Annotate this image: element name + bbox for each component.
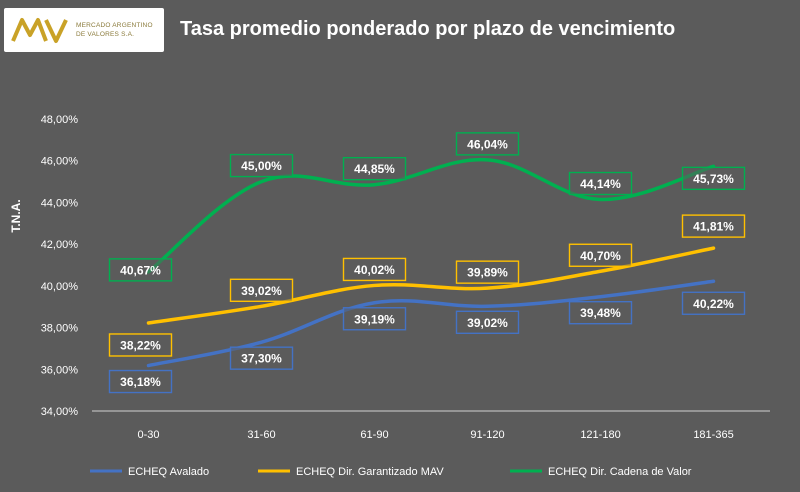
data-label-cadena: 46,04% bbox=[455, 132, 520, 156]
data-label-avalado: 37,30% bbox=[229, 346, 294, 370]
data-label-garantizado: 40,02% bbox=[342, 257, 407, 282]
y-tick-label: 48,00% bbox=[41, 114, 79, 126]
data-label-text: 45,73% bbox=[693, 172, 734, 186]
y-tick-label: 44,00% bbox=[41, 197, 79, 209]
data-label-text: 40,02% bbox=[354, 263, 395, 277]
data-label-box bbox=[455, 132, 520, 156]
data-label-cadena: 40,67% bbox=[108, 258, 173, 282]
data-label-box bbox=[455, 310, 520, 334]
data-label-text: 46,04% bbox=[467, 137, 508, 151]
data-label-cadena: 44,85% bbox=[342, 156, 407, 181]
data-label-cadena: 45,00% bbox=[229, 153, 294, 178]
data-label-avalado: 40,22% bbox=[681, 291, 746, 315]
y-tick-label: 36,00% bbox=[41, 364, 79, 376]
data-label-garantizado: 39,89% bbox=[455, 260, 520, 284]
y-tick-label: 34,00% bbox=[41, 406, 79, 418]
data-label-text: 44,14% bbox=[580, 177, 621, 191]
legend-label: ECHEQ Dir. Cadena de Valor bbox=[548, 466, 692, 478]
series-lines bbox=[146, 157, 716, 368]
series-line-cadena bbox=[146, 157, 716, 274]
data-label-text: 40,70% bbox=[580, 249, 621, 263]
data-label-box bbox=[342, 307, 407, 331]
legend: ECHEQ Avalado ECHEQ Dir. Garantizado MAV E… bbox=[90, 466, 692, 478]
legend-item-avalado: ECHEQ Avalado bbox=[90, 466, 209, 478]
legend-label: ECHEQ Avalado bbox=[128, 466, 209, 478]
data-label-text: 39,89% bbox=[467, 266, 508, 280]
data-label-box bbox=[229, 278, 294, 302]
page-title: Tasa promedio ponderado por plazo de ven… bbox=[180, 18, 676, 40]
data-label-box bbox=[681, 166, 746, 191]
mav-logo-icon bbox=[11, 18, 68, 43]
data-label-garantizado: 40,70% bbox=[568, 243, 633, 267]
data-label-box bbox=[455, 260, 520, 284]
y-axis: 34,00% 36,00% 38,00% 40,00% 42,00% 44,00% 46,0… bbox=[41, 114, 79, 418]
series-line-garantizado bbox=[146, 246, 716, 325]
data-label-text: 37,30% bbox=[241, 352, 282, 366]
logo-line1: MERCADO ARGENTINO bbox=[76, 22, 153, 29]
y-tick-label: 42,00% bbox=[41, 239, 79, 251]
data-label-box bbox=[342, 156, 407, 181]
data-label-box bbox=[108, 369, 173, 394]
data-label-text: 39,02% bbox=[241, 284, 282, 298]
data-label-box bbox=[108, 333, 173, 357]
x-tick-label: 0-30 bbox=[137, 429, 159, 441]
legend-label: ECHEQ Dir. Garantizado MAV bbox=[296, 466, 444, 478]
logo-text: MERCADO ARGENTINO DE VALORES S.A. bbox=[76, 21, 153, 39]
y-tick-label: 38,00% bbox=[41, 323, 79, 335]
data-labels: 36,18% 37,30% 39,19% 39,02% 39,48% 40,22% 38,2… bbox=[108, 132, 746, 394]
data-label-text: 41,81% bbox=[693, 220, 734, 234]
mav-logo: MERCADO ARGENTINO DE VALORES S.A. bbox=[4, 8, 164, 52]
data-label-garantizado: 38,22% bbox=[108, 333, 173, 357]
data-label-text: 40,22% bbox=[693, 297, 734, 311]
data-label-text: 44,85% bbox=[354, 162, 395, 176]
data-label-text: 39,02% bbox=[467, 316, 508, 330]
legend-item-cadena: ECHEQ Dir. Cadena de Valor bbox=[510, 466, 692, 478]
data-label-cadena: 45,73% bbox=[681, 166, 746, 191]
data-label-text: 36,18% bbox=[120, 375, 161, 389]
data-label-text: 38,22% bbox=[120, 338, 161, 352]
series-line-avalado bbox=[146, 279, 716, 368]
data-label-box bbox=[568, 243, 633, 267]
data-label-box bbox=[681, 291, 746, 315]
data-label-avalado: 39,02% bbox=[455, 310, 520, 334]
y-axis-title: T.N.A. bbox=[9, 199, 23, 232]
data-label-text: 39,19% bbox=[354, 312, 395, 326]
x-tick-label: 121-180 bbox=[580, 429, 620, 441]
data-label-box bbox=[568, 301, 633, 325]
data-label-garantizado: 39,02% bbox=[229, 278, 294, 302]
logo-line2: DE VALORES S.A. bbox=[76, 31, 135, 38]
data-label-text: 45,00% bbox=[241, 159, 282, 173]
data-label-box bbox=[108, 258, 173, 282]
data-label-text: 39,48% bbox=[580, 306, 621, 320]
x-axis: 0-30 31-60 61-90 91-120 121-180 181-365 bbox=[137, 429, 733, 441]
data-label-box bbox=[681, 214, 746, 238]
y-tick-label: 46,00% bbox=[41, 156, 79, 168]
data-label-box bbox=[568, 171, 633, 196]
x-tick-label: 91-120 bbox=[470, 429, 504, 441]
data-label-avalado: 39,19% bbox=[342, 307, 407, 331]
data-label-box bbox=[342, 257, 407, 282]
data-label-box bbox=[229, 346, 294, 370]
data-label-text: 40,67% bbox=[120, 263, 161, 277]
data-label-cadena: 44,14% bbox=[568, 171, 633, 196]
data-label-avalado: 36,18% bbox=[108, 369, 173, 394]
data-label-box bbox=[229, 153, 294, 178]
legend-item-garantizado: ECHEQ Dir. Garantizado MAV bbox=[258, 466, 444, 478]
data-label-garantizado: 41,81% bbox=[681, 214, 746, 238]
y-tick-label: 40,00% bbox=[41, 281, 79, 293]
x-tick-label: 31-60 bbox=[247, 429, 275, 441]
data-label-avalado: 39,48% bbox=[568, 301, 633, 325]
x-tick-label: 181-365 bbox=[693, 429, 733, 441]
x-tick-label: 61-90 bbox=[360, 429, 388, 441]
